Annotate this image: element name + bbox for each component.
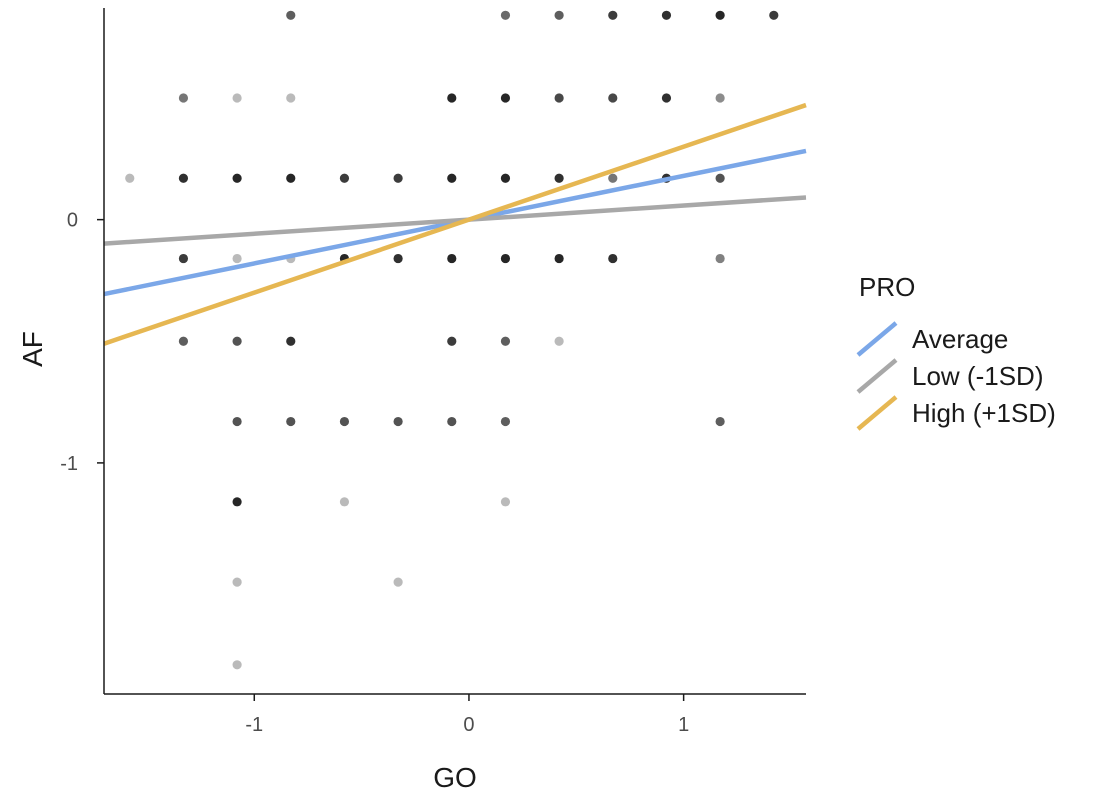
plot-area (103, 10, 807, 670)
scatter-points (125, 10, 779, 670)
data-point (232, 336, 242, 346)
data-point (500, 93, 511, 103)
data-point (232, 497, 242, 507)
data-point (715, 416, 725, 427)
data-point (286, 93, 296, 103)
x-tick-label: -1 (245, 714, 263, 736)
data-point (500, 253, 511, 264)
data-point (608, 93, 618, 103)
data-point (554, 10, 564, 20)
data-point (393, 253, 403, 264)
data-point (554, 173, 564, 183)
y-tick-label: 0 (67, 210, 78, 232)
data-point (715, 10, 725, 20)
trend-lines (103, 102, 807, 346)
data-point (715, 173, 725, 183)
data-point (554, 93, 564, 103)
data-point (554, 336, 564, 346)
data-point (500, 416, 511, 427)
data-point (393, 577, 403, 587)
legend-label: Average (912, 324, 1008, 354)
data-point (554, 253, 564, 264)
data-point (500, 10, 511, 20)
legend: PRO Average Low (-1SD) High (+1SD) (856, 272, 1056, 431)
data-point (286, 416, 296, 427)
y-axis-title: AF (17, 331, 48, 367)
data-point (178, 336, 189, 346)
data-point (393, 173, 403, 183)
trend-line (103, 102, 807, 346)
data-point (232, 416, 242, 427)
data-point (178, 253, 189, 264)
y-axis-ticks: -1 0 (60, 210, 104, 475)
data-point (232, 93, 242, 103)
data-point (715, 253, 725, 264)
data-point (125, 173, 135, 183)
data-point (715, 93, 725, 103)
data-point (178, 93, 189, 103)
data-point (447, 253, 457, 264)
data-point (447, 173, 457, 183)
data-point (232, 253, 242, 264)
data-point (232, 660, 242, 670)
y-tick-label: -1 (60, 453, 78, 475)
data-point (661, 10, 672, 20)
data-point (608, 173, 618, 183)
x-tick-label: 1 (678, 714, 689, 736)
data-point (500, 336, 511, 346)
data-point (232, 577, 242, 587)
x-tick-label: 0 (463, 714, 474, 736)
data-point (286, 173, 296, 183)
data-point (608, 253, 618, 264)
data-point (232, 173, 242, 183)
legend-label: High (+1SD) (912, 398, 1056, 428)
data-point (286, 10, 296, 20)
legend-label: Low (-1SD) (912, 361, 1043, 391)
data-point (447, 416, 457, 427)
data-point (178, 173, 189, 183)
legend-key (856, 321, 898, 357)
data-point (608, 10, 618, 20)
legend-key (856, 358, 898, 394)
trend-line (103, 195, 807, 246)
legend-entries: Average Low (-1SD) High (+1SD) (856, 321, 1056, 431)
data-point (339, 497, 350, 507)
legend-title: PRO (859, 272, 915, 302)
data-point (286, 336, 296, 346)
legend-key (856, 395, 898, 431)
x-axis-title: GO (433, 762, 477, 793)
data-point (339, 416, 350, 427)
data-point (339, 173, 350, 183)
data-point (769, 10, 779, 20)
data-point (447, 336, 457, 346)
x-axis-ticks: -1 0 1 (245, 694, 689, 736)
data-point (500, 497, 511, 507)
data-point (500, 173, 511, 183)
data-point (393, 416, 403, 427)
data-point (447, 93, 457, 103)
data-point (661, 93, 672, 103)
